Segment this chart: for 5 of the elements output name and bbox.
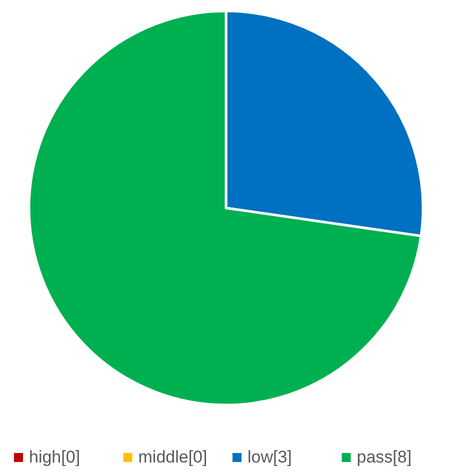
pie-slice [28, 10, 422, 406]
legend-label: high[0] [29, 447, 80, 466]
legend-label: low[3] [248, 447, 292, 466]
legend-label: pass[8] [356, 447, 412, 466]
legend-label: middle[0] [138, 447, 208, 466]
